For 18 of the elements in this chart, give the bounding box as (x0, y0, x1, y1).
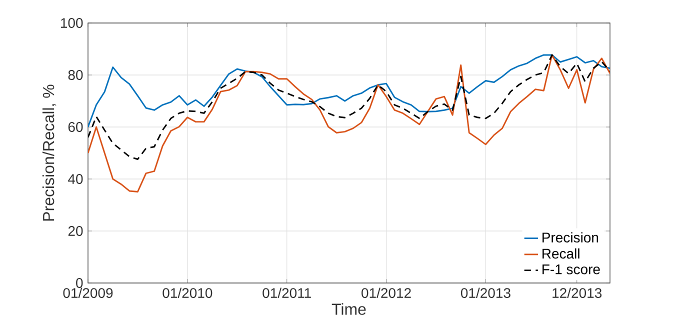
y-tick-label: 0 (76, 278, 83, 288)
x-tick-label: 01/2010 (162, 288, 212, 298)
y-tick-label: 60 (68, 122, 83, 132)
x-tick-label: 01/2012 (362, 288, 411, 298)
x-tick-label: 01/2013 (460, 288, 510, 298)
y-axis-title: Precision/Recall, % (42, 84, 56, 221)
y-tick-label: 40 (68, 174, 83, 184)
legend-label: Recall (542, 248, 580, 259)
x-tick-label: 12/2013 (552, 288, 602, 298)
y-tick-label: 20 (68, 226, 83, 236)
legend-label: Precision (542, 232, 598, 243)
y-tick-label: 100 (61, 18, 83, 28)
legend-label: F-1 score (542, 264, 600, 274)
x-axis-title: Time (332, 303, 366, 315)
x-tick-label: 01/2009 (63, 288, 113, 298)
line-series (88, 54, 610, 128)
y-tick-label: 80 (68, 70, 83, 80)
x-tick-label: 01/2011 (262, 288, 311, 298)
